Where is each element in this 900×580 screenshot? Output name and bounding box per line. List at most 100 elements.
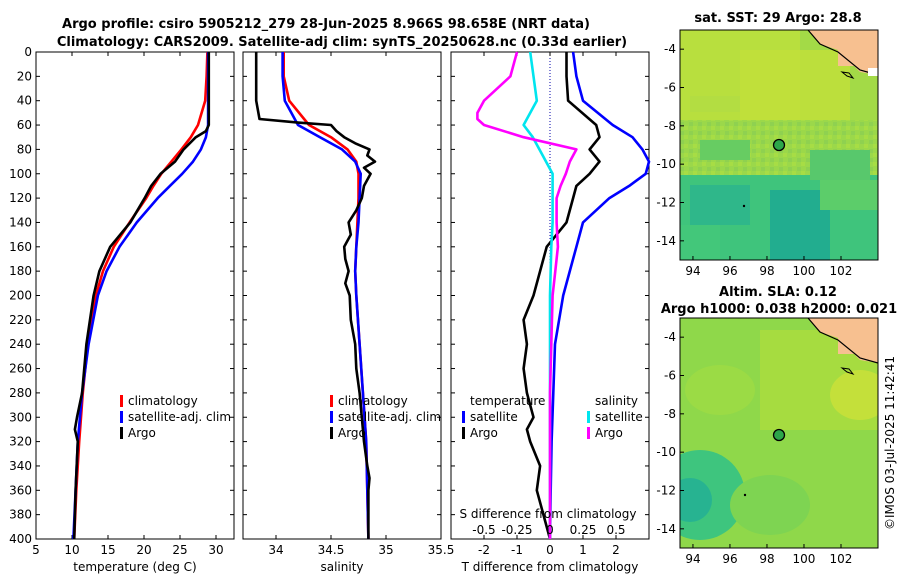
salinity-xlabel: salinity — [320, 560, 363, 574]
map-y-tick-label: -14 — [656, 522, 676, 536]
figure-title-line2: Climatology: CARS2009. Satellite-adj cli… — [57, 35, 627, 50]
copyright-label: ©IMOS 03-Jul-2025 11:42:41 — [883, 356, 897, 530]
map-y-tick-label: -8 — [664, 119, 676, 133]
y-tick-label: 60 — [17, 118, 32, 132]
series-line-temperature-argo — [522, 52, 601, 540]
x-tick-label: 5 — [32, 543, 40, 557]
y-tick-label: 100 — [9, 167, 32, 181]
x-tick-label: 2 — [612, 543, 620, 557]
map-x-tick-label: 94 — [685, 264, 700, 278]
sst-map-title: sat. SST: 29 Argo: 28.8 — [694, 11, 861, 26]
legend-swatch-argo — [120, 427, 123, 439]
x-tick-label: 34.5 — [318, 543, 345, 557]
series-line-satellite-adj-clim — [281, 52, 370, 540]
y-tick-label: 200 — [9, 289, 32, 303]
difference-legend: temperature satellite Argo salinity sate… — [462, 394, 643, 440]
s-x-tick-label: -0.5 — [472, 523, 495, 537]
legend-swatch-climatology — [330, 395, 333, 407]
legend-label-satellite: satellite-adj. clim — [338, 410, 441, 424]
map-y-tick-label: -4 — [664, 330, 676, 344]
legend-label-temp-satellite: satellite — [470, 410, 518, 424]
series-line-argo — [254, 52, 377, 539]
sst-map-image — [680, 30, 878, 260]
temperature-lines — [72, 51, 211, 540]
difference-ticks: -2 -1 0 1 2 — [451, 51, 649, 557]
map-y-tick-label: -14 — [656, 234, 676, 248]
difference-lines — [476, 51, 651, 540]
sla-map-image — [680, 318, 878, 548]
x-tick-label: 1 — [579, 543, 587, 557]
y-tick-label: 320 — [9, 435, 32, 449]
salinity-legend: climatology satellite-adj. clim Argo — [330, 394, 441, 440]
legend-label-climatology: climatology — [338, 394, 408, 408]
difference-panel: -2 -1 0 1 2 T difference from climatology S … — [450, 51, 651, 574]
legend-swatch-climatology — [120, 395, 123, 407]
map-x-tick-label: 98 — [759, 264, 774, 278]
map-y-tick-label: -10 — [656, 445, 676, 459]
salinity-panel: 34 34.5 35 35.5 salinity climatology satell… — [242, 51, 455, 574]
sst-map-panel: sat. SST: 29 Argo: 28.8 94 96 98 100 102 -4 -6… — [656, 11, 879, 278]
legend-swatch-satellite — [120, 411, 123, 423]
temperature-panel: 5 10 15 20 25 3002040608010012014016018020022… — [9, 45, 235, 574]
map-y-tick-label: -8 — [664, 407, 676, 421]
map-x-tick-label: 94 — [685, 552, 700, 566]
y-tick-label: 220 — [9, 313, 32, 327]
series-line-salinity-argo — [476, 51, 578, 539]
legend-label-temp-argo: Argo — [470, 426, 498, 440]
y-tick-label: 400 — [9, 532, 32, 546]
sla-map-ticks: 94 96 98 100 102 -4 -6 -8 -10 -12 -14 — [656, 330, 852, 566]
x-tick-label: 35 — [378, 543, 393, 557]
map-y-tick-label: -12 — [656, 484, 676, 498]
temperature-legend: climatology satellite-adj. clim Argo — [120, 394, 231, 440]
y-tick-label: 240 — [9, 337, 32, 351]
temperature-xlabel: temperature (deg C) — [73, 560, 196, 574]
salinity-lines — [254, 52, 377, 540]
y-tick-label: 20 — [17, 69, 32, 83]
y-tick-label: 40 — [17, 94, 32, 108]
figure-title-line1: Argo profile: csiro 5905212_279 28-Jun-2… — [62, 17, 590, 32]
x-tick-label: 35.5 — [428, 543, 455, 557]
s-x-tick-label: 0.5 — [606, 523, 625, 537]
legend-label-climatology: climatology — [128, 394, 198, 408]
series-line-temperature-satellite — [548, 51, 651, 540]
s-x-tick-label: 0.25 — [570, 523, 597, 537]
map-x-tick-label: 102 — [830, 552, 853, 566]
y-tick-label: 160 — [9, 240, 32, 254]
salinity-difference-ticks: -0.5 -0.25 0 0.25 0.5 — [472, 523, 625, 537]
series-line-argo — [72, 52, 211, 540]
sla-map-title-line1: Altim. SLA: 0.12 — [719, 285, 837, 300]
legend-swatch-sal-satellite — [587, 411, 590, 423]
sla-argo-marker — [772, 428, 786, 442]
map-y-tick-label: -6 — [664, 369, 676, 383]
map-x-tick-label: 100 — [793, 552, 816, 566]
y-tick-label: 120 — [9, 191, 32, 205]
s-x-tick-label: 0 — [546, 523, 554, 537]
legend-title-salinity: salinity — [595, 394, 638, 408]
map-x-tick-label: 100 — [793, 264, 816, 278]
map-x-tick-label: 98 — [759, 552, 774, 566]
y-tick-label: 280 — [9, 386, 32, 400]
salinity-ticks: 34 34.5 35 35.5 — [243, 51, 455, 557]
x-tick-label: 15 — [100, 543, 115, 557]
legend-swatch-temp-argo — [462, 427, 465, 439]
legend-label-sal-argo: Argo — [595, 426, 623, 440]
y-tick-label: 360 — [9, 483, 32, 497]
difference-xlabel-bottom: T difference from climatology — [461, 560, 639, 574]
map-x-tick-label: 96 — [722, 264, 737, 278]
x-tick-label: 10 — [64, 543, 79, 557]
x-tick-label: 30 — [208, 543, 223, 557]
legend-swatch-sal-argo — [587, 427, 590, 439]
legend-label-argo: Argo — [338, 426, 366, 440]
series-line-salinity-satellite — [522, 51, 554, 539]
x-tick-label: 34 — [268, 543, 283, 557]
y-tick-label: 80 — [17, 142, 32, 156]
sst-map-ticks: 94 96 98 100 102 -4 -6 -8 -10 -12 -14 — [656, 42, 852, 278]
y-tick-label: 140 — [9, 215, 32, 229]
difference-xlabel-top: S difference from climatology — [460, 507, 637, 521]
sst-map-frame — [679, 29, 879, 261]
map-y-tick-label: -12 — [656, 196, 676, 210]
x-tick-label: -2 — [478, 543, 490, 557]
sst-argo-marker — [772, 138, 786, 152]
map-x-tick-label: 96 — [722, 552, 737, 566]
